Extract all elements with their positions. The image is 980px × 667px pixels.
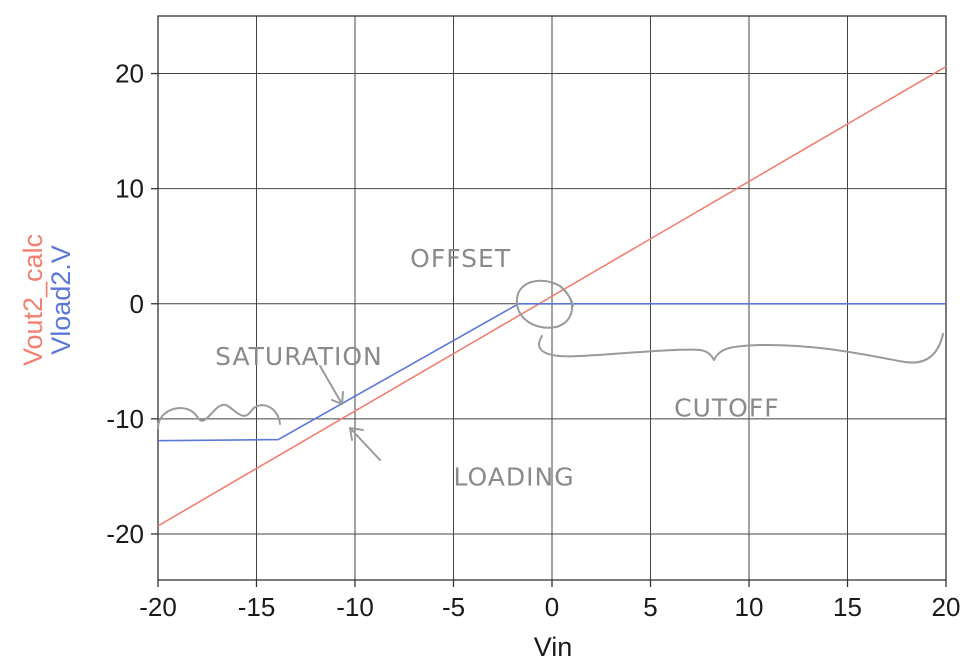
axis-labels: Vin Vout2_calc Vload2.V — [18, 234, 572, 662]
y-axis-label-vout2-calc: Vout2_calc — [18, 234, 48, 366]
tick-labels: -20 -15 -10 -5 0 5 10 15 20 -20 -10 0 10 20 — [106, 59, 960, 622]
y-tick-label-3: 10 — [115, 174, 144, 204]
x-tick-label-5: 5 — [643, 592, 657, 622]
x-tick-label-3: -5 — [442, 592, 465, 622]
series-line-vload2-v — [157, 302, 946, 442]
cutoff-squiggle — [538, 333, 944, 364]
x-tick-label-6: 10 — [735, 592, 764, 622]
handwritten-marks — [157, 279, 944, 461]
x-tick-label-8: 20 — [932, 592, 961, 622]
annotation-offset: OFFSET — [410, 244, 511, 273]
series-line-vout2-calc — [157, 65, 947, 527]
y-tick-label-2: 0 — [130, 289, 144, 319]
grid — [157, 16, 947, 580]
y-tick-label-1: -10 — [106, 404, 144, 434]
offset-circle — [515, 279, 574, 329]
x-tick-label-7: 15 — [833, 592, 862, 622]
saturation-arrow — [319, 365, 344, 405]
x-tick-label-2: -10 — [336, 592, 374, 622]
x-tick-label-0: -20 — [139, 592, 177, 622]
annotation-cutoff: CUTOFF — [674, 394, 779, 423]
y-tick-label-0: -20 — [106, 519, 144, 549]
y-tick-label-4: 20 — [115, 59, 144, 89]
loading-arrow — [349, 427, 381, 461]
annotations: OFFSET SATURATION LOADING CUTOFF — [215, 244, 779, 492]
saturation-squiggle — [157, 403, 281, 429]
annotation-loading: LOADING — [454, 463, 575, 492]
annotation-saturation: SATURATION — [215, 342, 383, 371]
y-axis-label-vload2-v: Vload2.V — [46, 245, 76, 355]
x-axis-label: Vin — [534, 632, 573, 662]
x-tick-label-1: -15 — [238, 592, 276, 622]
plot-frame — [151, 15, 947, 587]
series-layer — [157, 65, 947, 527]
x-tick-label-4: 0 — [545, 592, 559, 622]
